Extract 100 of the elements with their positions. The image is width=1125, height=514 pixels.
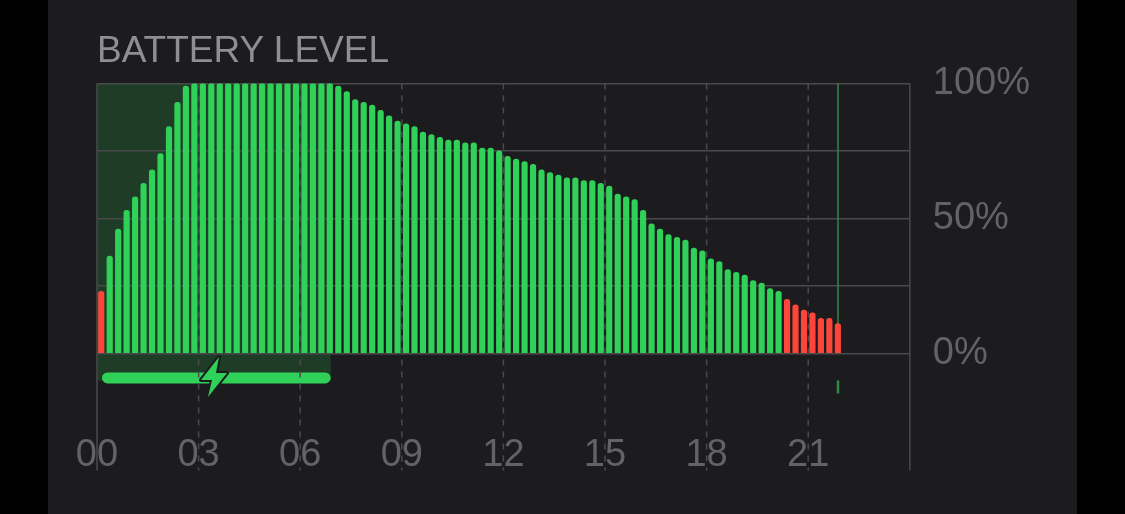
bar (741, 274, 748, 353)
bar (580, 180, 587, 353)
bar (436, 137, 443, 353)
bar (233, 83, 240, 353)
bar (132, 196, 139, 353)
x-tick-label: 15 (583, 431, 627, 474)
bar (115, 228, 122, 353)
x-tick-label: 03 (177, 431, 220, 474)
bar (242, 83, 249, 353)
bar (707, 258, 714, 353)
bar (623, 196, 630, 353)
bar (123, 209, 130, 353)
bar (792, 304, 799, 353)
bar (360, 101, 367, 353)
bar (284, 83, 291, 353)
bar (386, 115, 393, 353)
bar (817, 317, 824, 353)
bar (470, 142, 477, 353)
bar (182, 85, 189, 353)
bar (157, 153, 164, 353)
bar (529, 164, 537, 353)
y-tick-label: 100% (932, 59, 1031, 102)
bar (690, 247, 697, 353)
bar (555, 174, 562, 353)
x-tick-label: 09 (380, 431, 423, 474)
bar (225, 83, 232, 353)
bar (487, 147, 494, 353)
x-tick-label: 21 (787, 431, 830, 474)
bar (496, 150, 503, 353)
bar (377, 110, 384, 353)
chart-title: BATTERY LEVEL (97, 29, 390, 71)
bar (292, 83, 300, 353)
bar (259, 83, 266, 353)
bar (758, 282, 765, 353)
bar (352, 99, 359, 353)
x-tick-label: 18 (685, 431, 728, 474)
bar (216, 83, 223, 353)
bar (98, 290, 105, 353)
bar (563, 177, 570, 353)
x-tick-label: 00 (75, 431, 119, 474)
bar (834, 323, 841, 353)
bar (538, 169, 545, 353)
x-tick-label: 12 (482, 431, 525, 474)
y-tick-label: 0% (932, 329, 988, 372)
bar (682, 239, 689, 353)
bar (699, 250, 706, 353)
bar (318, 83, 325, 353)
bar (767, 288, 774, 353)
bar (546, 172, 554, 353)
bar (504, 155, 511, 353)
bar (521, 161, 528, 353)
bar (326, 83, 333, 353)
bar (208, 83, 215, 353)
bar (250, 83, 257, 353)
bar (199, 83, 206, 353)
bar (648, 223, 655, 353)
bar (428, 134, 435, 353)
bar (826, 317, 833, 353)
bar (640, 209, 647, 353)
bar (335, 85, 342, 353)
bar (800, 309, 808, 353)
bar (775, 290, 782, 353)
bar (462, 142, 469, 353)
bar (589, 180, 596, 353)
bar (267, 83, 274, 353)
bar (394, 120, 401, 353)
bar (369, 104, 376, 353)
bar (275, 83, 283, 353)
bar (148, 169, 156, 353)
bar (309, 83, 316, 353)
bar (140, 182, 147, 353)
bar (673, 236, 681, 353)
bar (191, 83, 198, 353)
bar (445, 139, 452, 353)
bar (724, 269, 731, 353)
bar (402, 123, 410, 353)
bar (606, 185, 613, 353)
y-tick-label: 50% (932, 194, 1009, 237)
bar (631, 199, 638, 353)
bar (453, 139, 460, 353)
bar (411, 126, 418, 353)
bar (572, 177, 579, 353)
bar (665, 234, 672, 353)
bar (513, 158, 520, 353)
bar (783, 299, 791, 353)
bar (301, 83, 308, 353)
bar (750, 280, 757, 353)
bar (733, 272, 740, 353)
bar (809, 312, 816, 353)
bar (614, 193, 621, 353)
bar (479, 147, 486, 353)
bar (419, 131, 427, 353)
bar (597, 182, 604, 353)
bar (343, 91, 350, 353)
bar (165, 126, 173, 353)
bar (106, 255, 113, 353)
bar (656, 228, 664, 353)
bar (174, 101, 181, 353)
bar (716, 261, 723, 353)
x-tick-label: 06 (279, 431, 322, 474)
